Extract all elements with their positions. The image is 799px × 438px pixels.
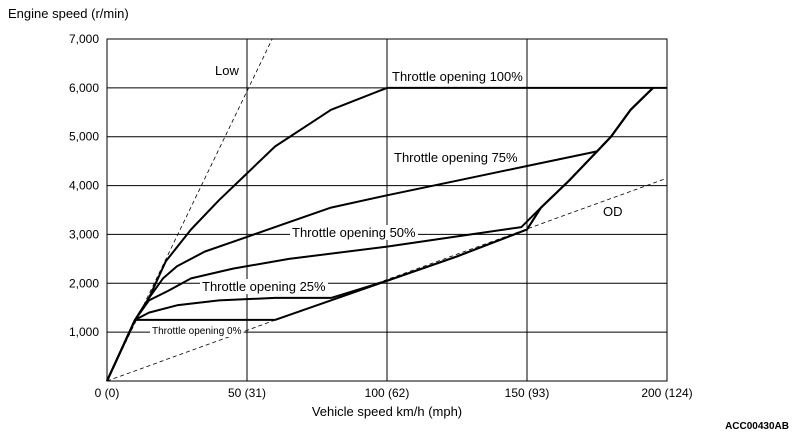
- figure-id: ACC00430AB: [725, 421, 789, 432]
- y-axis-title: Engine speed (r/min): [8, 6, 129, 21]
- y-tick-label: 2,000: [69, 276, 99, 290]
- y-tick-label: 5,000: [69, 130, 99, 144]
- y-tick-labels: 1,000 2,000 3,000 4,000 5,000 6,000 7,000: [69, 32, 99, 339]
- series-label: Throttle opening 50%: [292, 225, 416, 240]
- y-tick-label: 4,000: [69, 179, 99, 193]
- label-background: [150, 326, 244, 337]
- y-tick-label: 7,000: [69, 32, 99, 46]
- label-background: [200, 279, 329, 294]
- y-tick-label: 1,000: [69, 325, 99, 339]
- y-tick-label: 3,000: [69, 227, 99, 241]
- series-line-low: [106, 38, 273, 382]
- series-label: OD: [603, 204, 623, 219]
- y-tick-label: 6,000: [69, 81, 99, 95]
- x-tick-labels: 0 (0) 50 (31) 100 (62) 150 (93) 200 (124): [95, 386, 693, 400]
- series-label: Throttle opening 25%: [202, 279, 326, 294]
- label-background: [290, 225, 419, 240]
- x-tick-label: 150 (93): [505, 386, 550, 400]
- chart-series-labels: Throttle opening 100% Throttle opening 75…: [150, 63, 623, 337]
- x-tick-label: 50 (31): [228, 386, 266, 400]
- series-line-throttle-opening-0: [106, 87, 654, 382]
- x-axis-title: Vehicle speed km/h (mph): [312, 404, 462, 419]
- series-label: Throttle opening 100%: [392, 69, 523, 84]
- series-label: Throttle opening 75%: [394, 150, 518, 165]
- series-label: Low: [215, 63, 239, 78]
- series-label: Throttle opening 0%: [152, 326, 242, 337]
- chart-series: [106, 38, 668, 382]
- x-tick-label: 200 (124): [641, 386, 692, 400]
- x-tick-label: 100 (62): [365, 386, 410, 400]
- series-line-od: [106, 177, 668, 382]
- x-tick-label: 0 (0): [95, 386, 120, 400]
